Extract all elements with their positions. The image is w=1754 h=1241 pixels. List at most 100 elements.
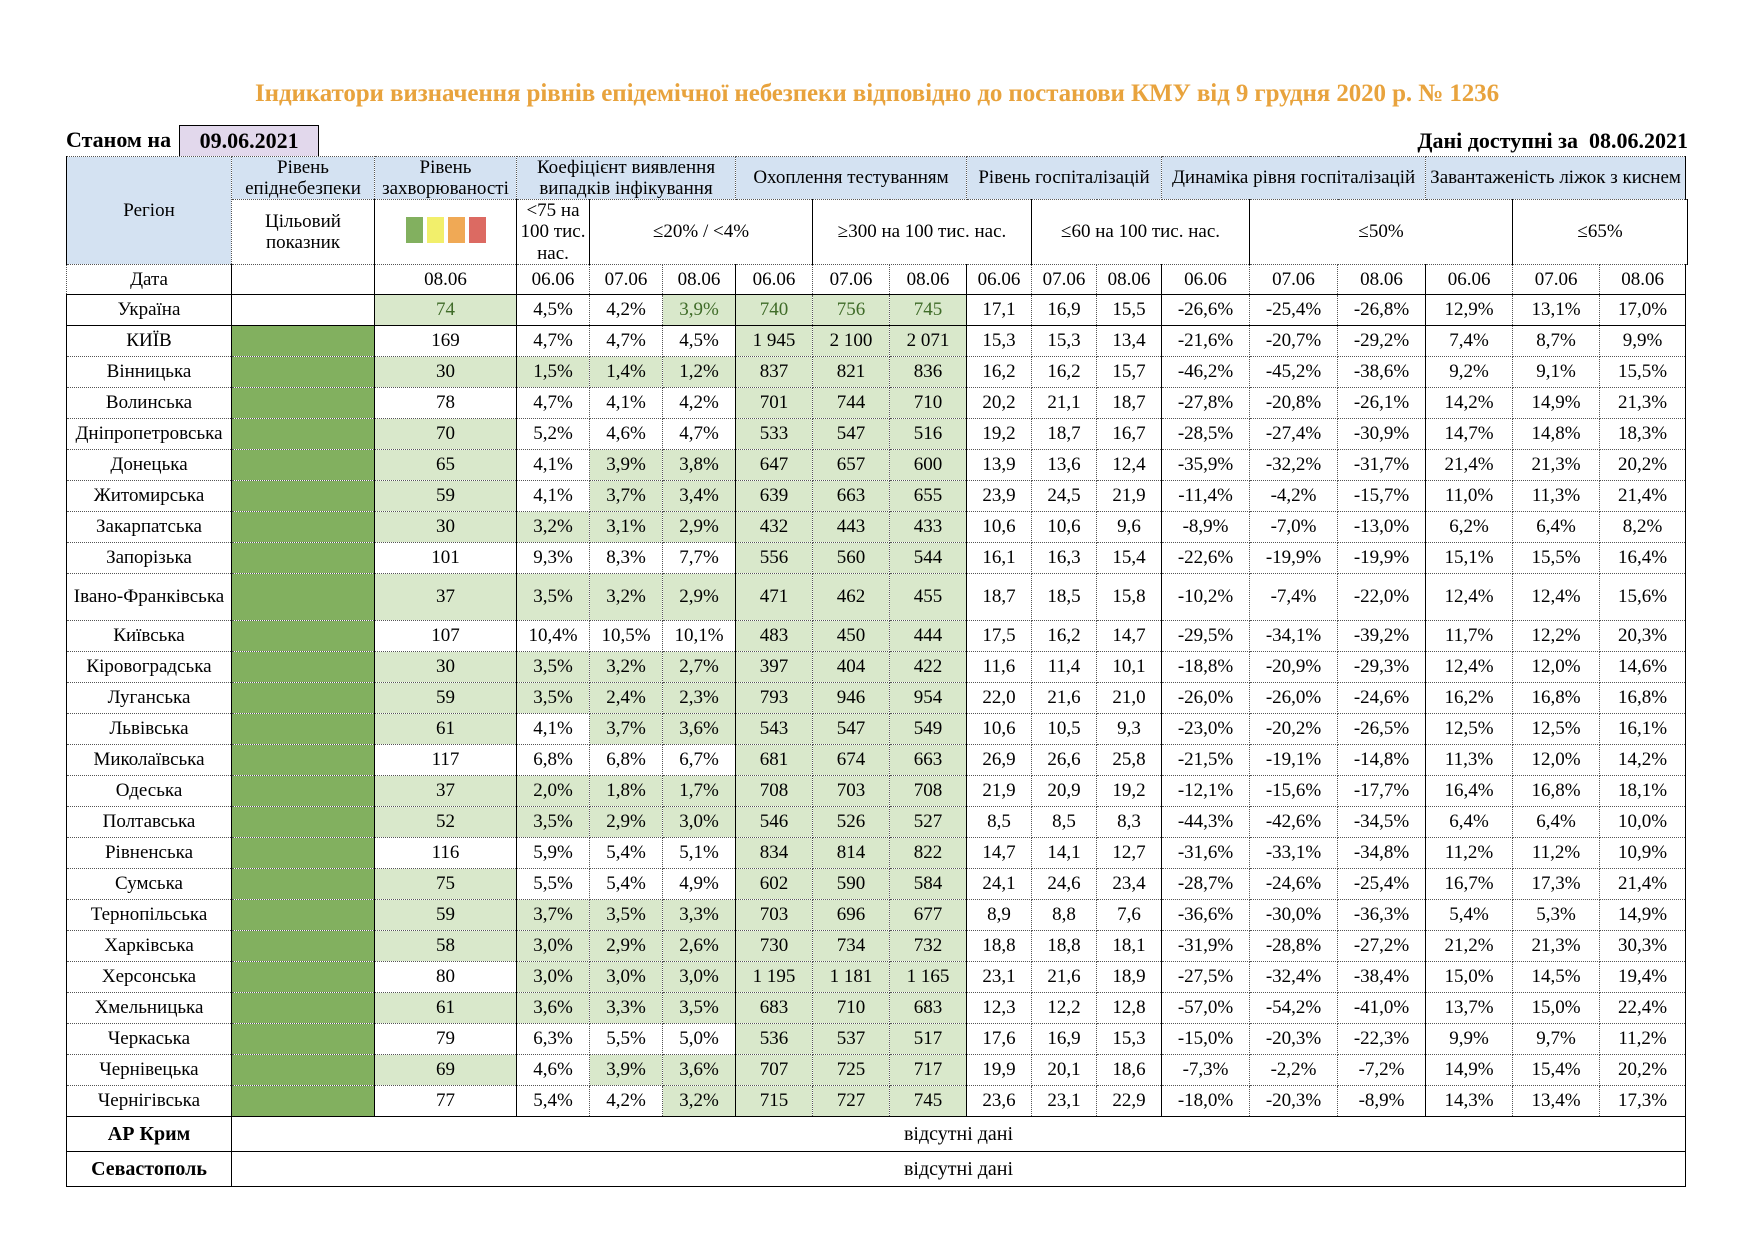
cell-incidence-0: 80	[374, 960, 517, 993]
epi-level-cell	[231, 991, 375, 1024]
cell-detection-2: 10,1%	[661, 619, 737, 652]
cell-detection-0: 10,4%	[516, 619, 590, 652]
cell-hosp-0: 19,9	[966, 1053, 1033, 1086]
cell-hosp-2: 16,7	[1096, 417, 1163, 450]
cell-dyn-2: -31,7%	[1337, 448, 1427, 481]
table-row-no-data: Севастополь відсутні дані	[66, 1150, 1688, 1187]
cell-detection-0: 4,1%	[516, 712, 590, 745]
cell-dyn-1: -20,7%	[1249, 324, 1339, 357]
cell-beds-1: 21,3%	[1512, 929, 1601, 962]
cell-dyn-2: -26,5%	[1337, 712, 1427, 745]
cell-incidence-0: 61	[374, 991, 517, 1024]
cell-testing-1: 727	[812, 1084, 891, 1117]
cell-hosp-0: 23,9	[966, 479, 1033, 512]
cell-beds-2: 21,4%	[1599, 867, 1687, 900]
header-group-incidence: Рівень захворюваності	[374, 155, 517, 201]
cell-beds-1: 16,8%	[1512, 681, 1601, 714]
cell-detection-2: 4,5%	[661, 324, 737, 357]
cell-incidence-0: 58	[374, 929, 517, 962]
header-target-row: Цільовий показник <75 на 100 тис. нас. ≤…	[67, 199, 1688, 265]
table-row: Донецька 65 4,1% 3,9% 3,8% 647 657 600 13,9 13,6 1…	[66, 448, 1688, 481]
cell-beds-1: 12,4%	[1512, 572, 1601, 621]
cell-dyn-2: -29,2%	[1337, 324, 1427, 357]
cell-testing-2: 527	[889, 805, 968, 838]
cell-dyn-2: -29,3%	[1337, 650, 1427, 683]
cell-hosp-0: 17,1	[966, 293, 1033, 326]
cell-beds-1: 9,1%	[1512, 355, 1601, 388]
cell-detection-2: 2,3%	[661, 681, 737, 714]
cell-detection-2: 2,9%	[661, 510, 737, 543]
cell-beds-1: 13,4%	[1512, 1084, 1601, 1117]
cell-detection-1: 4,6%	[589, 417, 663, 450]
cell-testing-1: 404	[812, 650, 891, 683]
date-hosp-2: 08.06	[1096, 263, 1163, 295]
cell-beds-0: 14,2%	[1425, 386, 1514, 419]
cell-beds-2: 17,0%	[1599, 293, 1687, 326]
cell-dyn-2: -14,8%	[1337, 743, 1427, 776]
target-incidence: <75 на 100 тис. нас.	[516, 199, 590, 265]
region-name: Запорізька	[66, 541, 232, 574]
cell-hosp-0: 16,1	[966, 541, 1033, 574]
cell-beds-2: 8,2%	[1599, 510, 1687, 543]
region-name: Херсонська	[66, 960, 232, 993]
cell-incidence-0: 70	[374, 417, 517, 450]
cell-detection-2: 5,0%	[661, 1022, 737, 1055]
cell-dyn-2: -30,9%	[1337, 417, 1427, 450]
cell-hosp-2: 12,7	[1096, 836, 1163, 869]
cell-hosp-0: 21,9	[966, 774, 1033, 807]
cell-testing-1: 657	[812, 448, 891, 481]
date-detection-2: 08.06	[661, 263, 737, 295]
header-region: Регіон	[66, 155, 232, 265]
date-beds-2: 08.06	[1599, 263, 1687, 295]
cell-hosp-2: 18,7	[1096, 386, 1163, 419]
header-group-detection: Коефіцієнт виявлення випадків інфікуванн…	[515, 155, 737, 201]
cell-beds-0: 14,7%	[1425, 417, 1514, 450]
cell-detection-0: 2,0%	[516, 774, 590, 807]
cell-dyn-2: -25,4%	[1337, 867, 1427, 900]
cell-dyn-0: -12,1%	[1161, 774, 1251, 807]
cell-incidence-0: 101	[374, 541, 517, 574]
cell-beds-2: 16,4%	[1599, 541, 1687, 574]
cell-detection-1: 3,0%	[589, 960, 663, 993]
cell-beds-0: 9,9%	[1425, 1022, 1514, 1055]
table-row: Україна 74 4,5% 4,2% 3,9% 740 756 745 17,1 16,9 15…	[66, 293, 1688, 326]
cell-hosp-2: 25,8	[1096, 743, 1163, 776]
cell-beds-0: 14,3%	[1425, 1084, 1514, 1117]
cell-detection-2: 3,5%	[661, 991, 737, 1024]
epi-level-cell	[231, 417, 375, 450]
cell-incidence-0: 77	[374, 1084, 517, 1117]
cell-incidence-0: 65	[374, 448, 517, 481]
cell-incidence-0: 75	[374, 867, 517, 900]
cell-hosp-1: 21,6	[1031, 681, 1098, 714]
cell-dyn-0: -7,3%	[1161, 1053, 1251, 1086]
cell-beds-0: 12,4%	[1425, 650, 1514, 683]
cell-incidence-0: 30	[374, 510, 517, 543]
cell-testing-2: 677	[889, 898, 968, 931]
cell-detection-1: 3,9%	[589, 448, 663, 481]
cell-beds-0: 13,7%	[1425, 991, 1514, 1024]
cell-hosp-1: 18,8	[1031, 929, 1098, 962]
cell-hosp-1: 10,5	[1031, 712, 1098, 745]
cell-hosp-2: 7,6	[1096, 898, 1163, 931]
cell-testing-1: 696	[812, 898, 891, 931]
header-group-hosp-dynamics: Динаміка рівня госпіталізацій	[1161, 155, 1427, 201]
cell-dyn-0: -23,0%	[1161, 712, 1251, 745]
cell-beds-2: 22,4%	[1599, 991, 1687, 1024]
region-name: Житомирська	[66, 479, 232, 512]
cell-hosp-1: 16,9	[1031, 293, 1098, 326]
cell-testing-0: 647	[735, 448, 814, 481]
region-name: Миколаївська	[66, 743, 232, 776]
cell-testing-2: 717	[889, 1053, 968, 1086]
cell-beds-2: 14,6%	[1599, 650, 1687, 683]
cell-detection-0: 1,5%	[516, 355, 590, 388]
cell-dyn-0: -21,6%	[1161, 324, 1251, 357]
target-testing: ≥300 на 100 тис. нас.	[812, 199, 1033, 265]
cell-beds-2: 20,2%	[1599, 1053, 1687, 1086]
cell-detection-1: 3,7%	[589, 712, 663, 745]
cell-hosp-1: 14,1	[1031, 836, 1098, 869]
epi-level-cell	[231, 805, 375, 838]
cell-beds-0: 11,7%	[1425, 619, 1514, 652]
as-of-group: Станом на 09.06.2021	[66, 124, 320, 156]
epi-level-cell	[231, 898, 375, 931]
